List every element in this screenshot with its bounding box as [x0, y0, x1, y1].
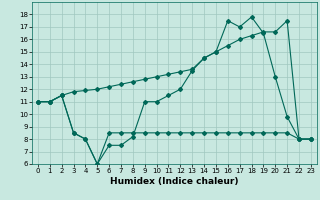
X-axis label: Humidex (Indice chaleur): Humidex (Indice chaleur) [110, 177, 239, 186]
